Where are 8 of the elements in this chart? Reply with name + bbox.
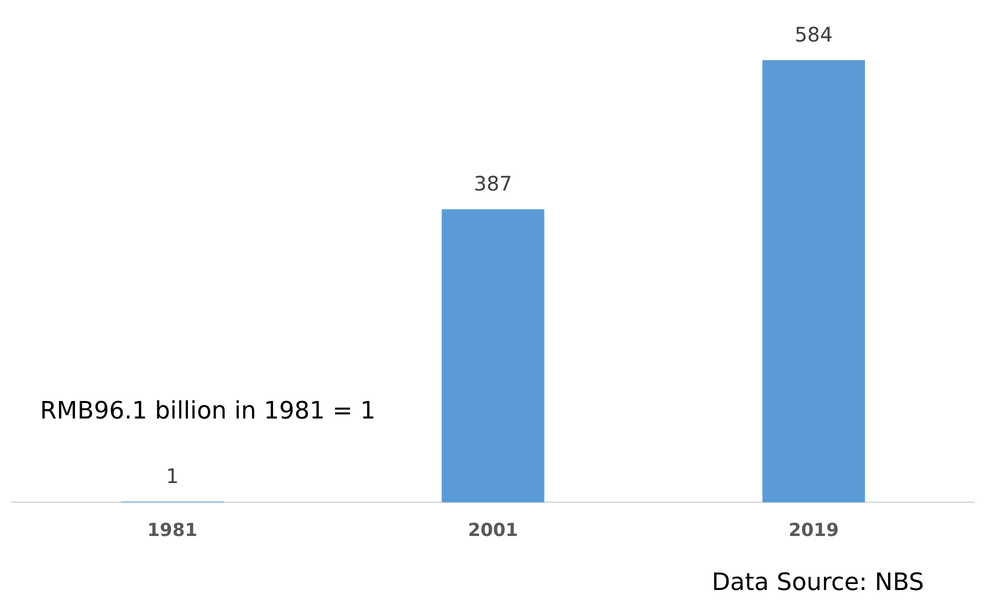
x-tick-label: 2001 — [468, 520, 518, 541]
data-label: 387 — [474, 172, 512, 196]
source-note: Data Source: NBS — [712, 568, 924, 596]
data-label: 1 — [166, 464, 179, 488]
data-label: 584 — [794, 22, 833, 46]
annotation: RMB96.1 billion in 1981 = 1 — [40, 396, 376, 424]
x-tick-label: 2019 — [788, 520, 839, 541]
x-tick-label: 1981 — [147, 520, 198, 541]
